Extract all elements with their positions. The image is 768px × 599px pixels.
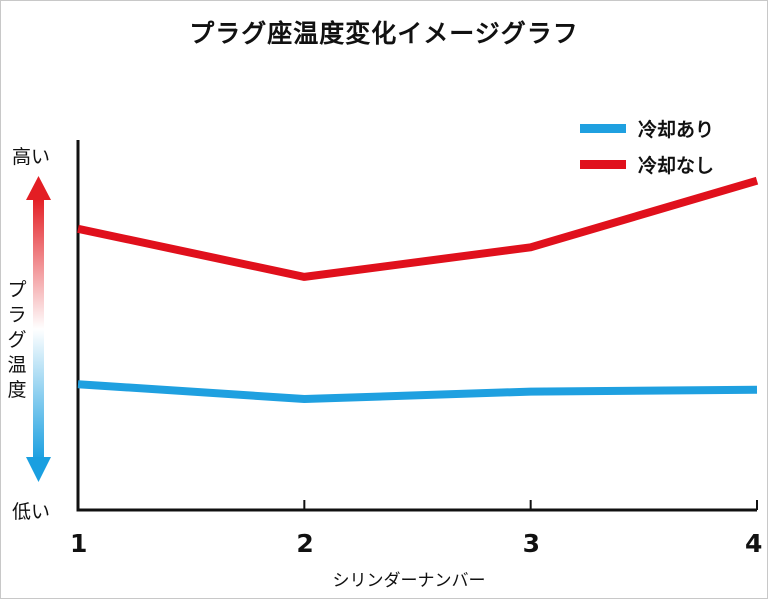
x-axis-label: シリンダーナンバー (332, 571, 486, 591)
chart-title: プラグ座温度変化イメージグラフ (189, 19, 579, 48)
x-tick-label: 1 (70, 529, 88, 558)
y-high-label: 高い (12, 146, 51, 168)
y-axis-label-char: グ (7, 329, 27, 351)
legend-label-cooled: 冷却あり (638, 118, 715, 141)
y-arrow (26, 176, 51, 482)
y-axis-label-char: 度 (7, 379, 27, 401)
axes (76, 140, 758, 512)
x-tick-label: 2 (296, 529, 314, 558)
legend-item-uncooled: 冷却なし (580, 146, 714, 182)
y-axis-label-char: 温 (7, 354, 27, 376)
y-arrow-up-head (26, 176, 51, 200)
y-arrow-down-head (26, 457, 51, 482)
legend-item-cooled: 冷却あり (580, 110, 714, 146)
y-arrow-shaft (33, 198, 44, 460)
y-axis-label-char: プ (7, 279, 27, 301)
x-tick-label: 3 (522, 529, 541, 558)
y-axis-label: プラグ温度 (4, 278, 30, 403)
series-line-1 (77, 176, 759, 281)
legend-label-uncooled: 冷却なし (638, 154, 715, 177)
series-layer (77, 176, 759, 403)
series-line-0 (77, 380, 758, 403)
legend-swatch-cooled (580, 123, 626, 133)
x-tick-label: 4 (745, 529, 763, 558)
y-low-label: 低い (12, 501, 51, 523)
legend: 冷却あり 冷却なし (580, 110, 714, 182)
y-axis-label-char: ラ (7, 304, 27, 326)
legend-swatch-uncooled (580, 159, 626, 169)
